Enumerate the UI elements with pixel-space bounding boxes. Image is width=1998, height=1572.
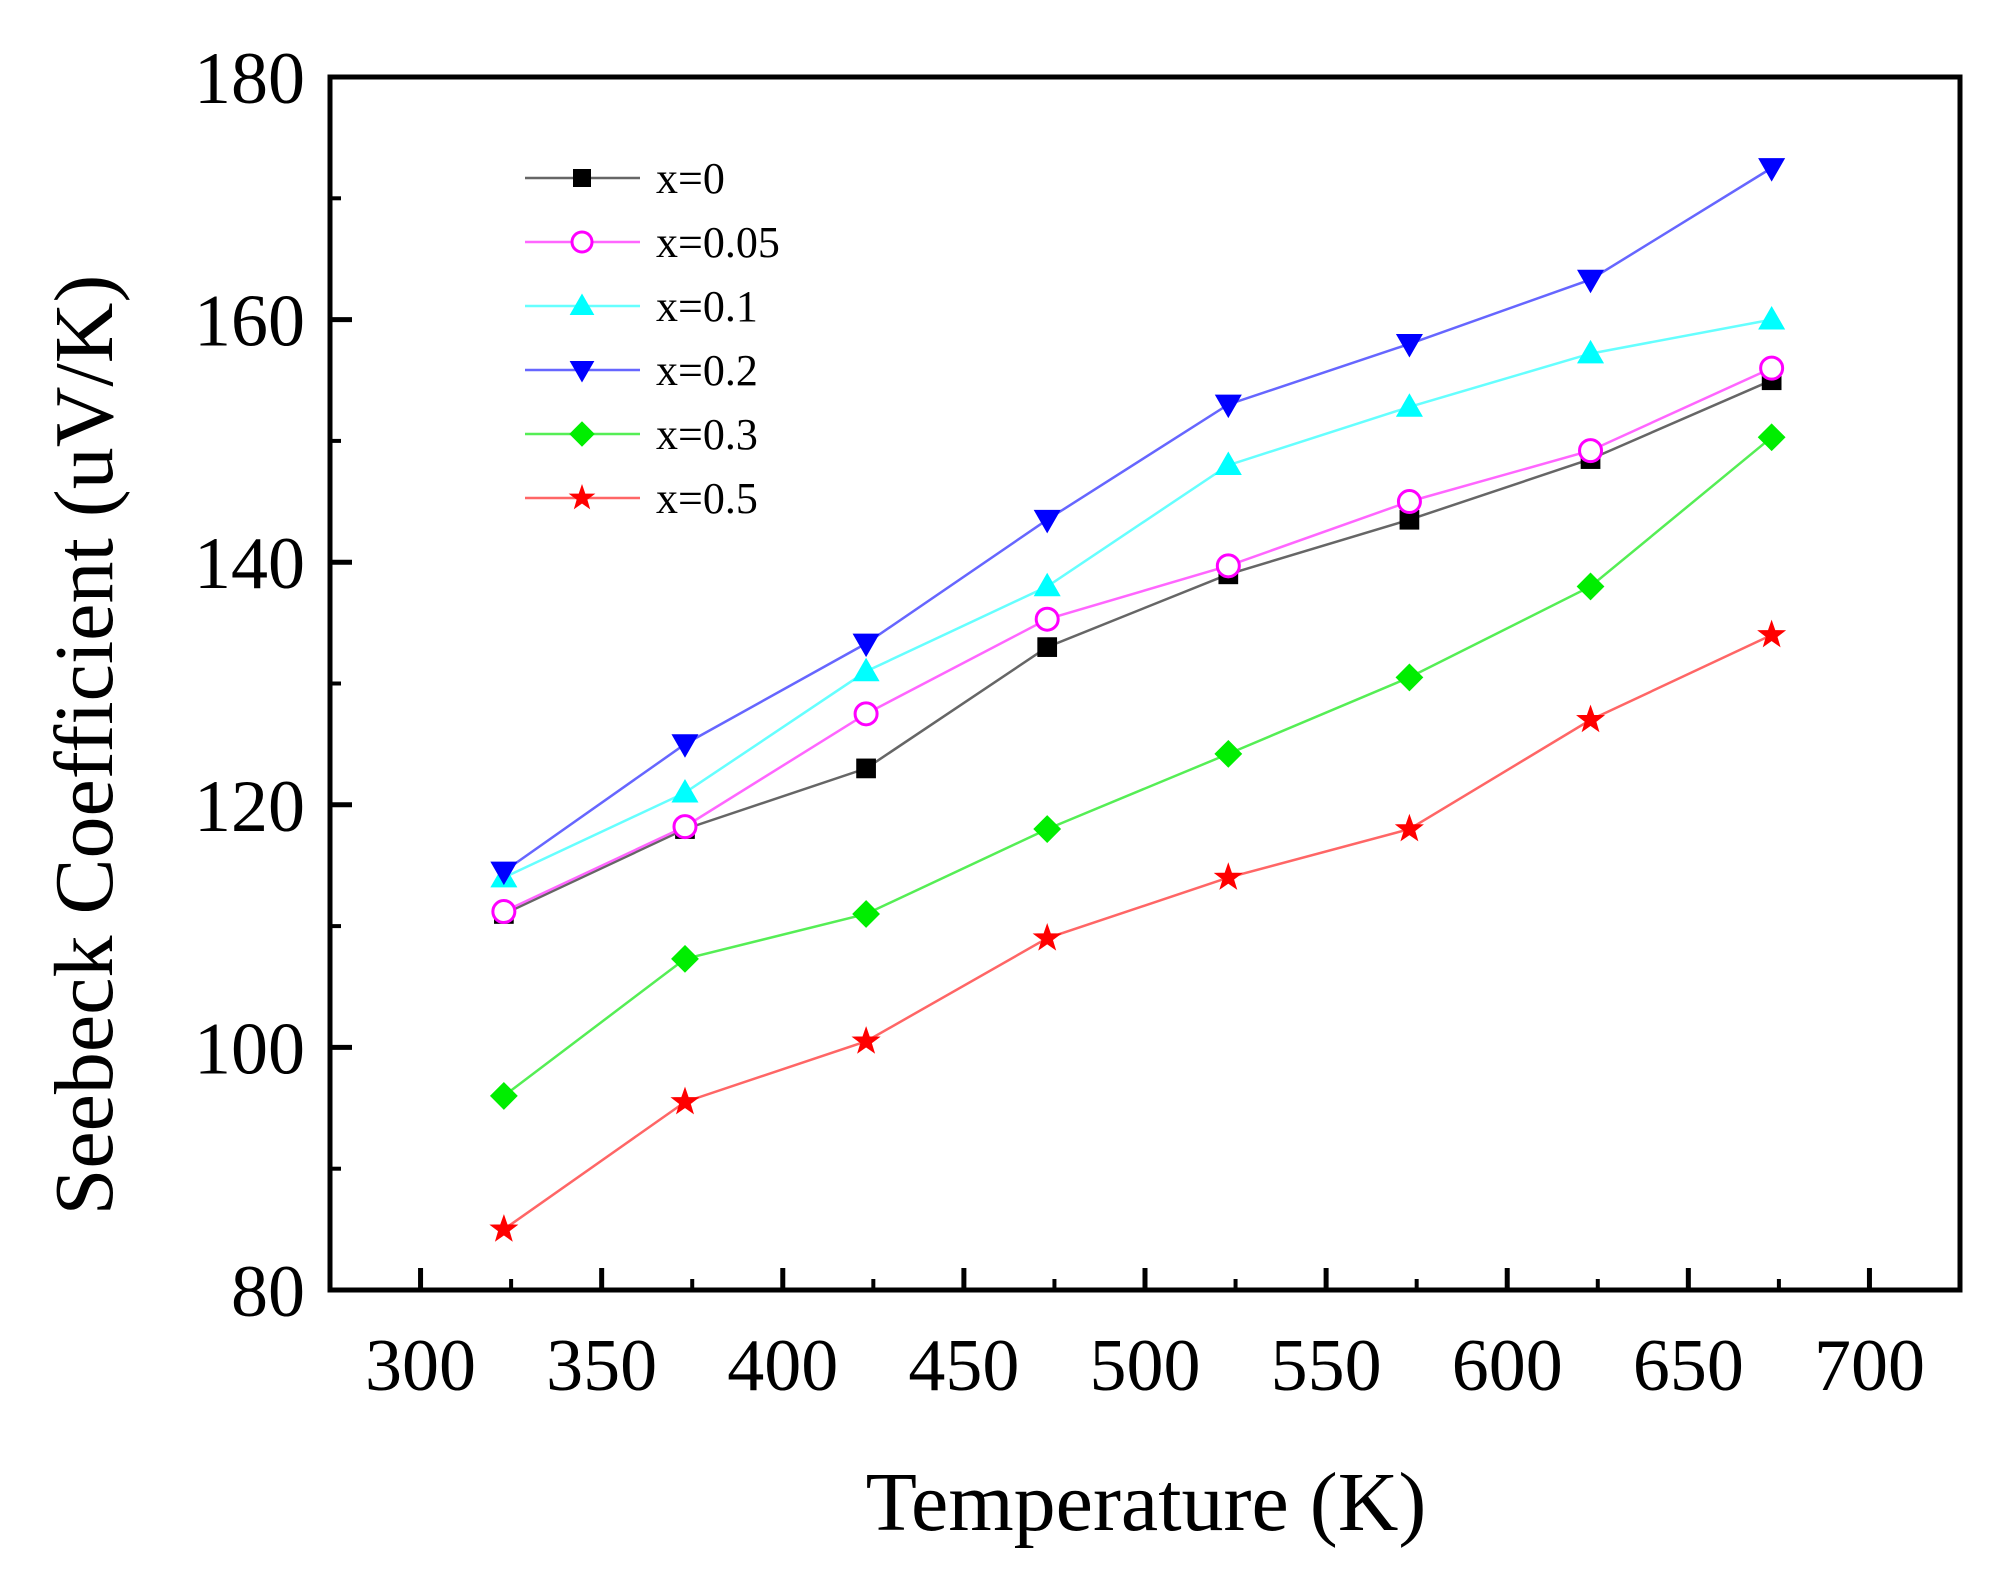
- data-point-s5-1: [670, 1086, 700, 1115]
- data-point-s4-4: [1214, 739, 1243, 768]
- series-lines: [503, 166, 1773, 1231]
- x-tick-label-0: 300: [365, 1325, 476, 1407]
- data-point-s1-3: [1034, 606, 1060, 632]
- series-line-1: [503, 366, 1773, 913]
- data-point-s2-7: [1758, 305, 1786, 330]
- data-point-s2-4: [1214, 451, 1242, 476]
- data-point-s2-5: [1395, 393, 1423, 417]
- data-point-s3-2: [852, 633, 880, 658]
- series-line-2: [503, 318, 1772, 879]
- data-point-s2-1: [671, 779, 699, 803]
- data-point-s1-0: [491, 899, 517, 925]
- x-tick-label-6: 600: [1452, 1325, 1563, 1407]
- data-point-s3-3: [1033, 509, 1061, 534]
- legend-marker-1: [570, 230, 594, 254]
- series-line-5: [503, 633, 1773, 1231]
- data-point-s5-2: [851, 1026, 881, 1054]
- axes: [327, 74, 1963, 1293]
- data-point-s4-0: [489, 1082, 518, 1110]
- data-point-s3-1: [671, 734, 699, 758]
- data-point-s5-3: [1032, 922, 1062, 951]
- legend-marker-3: [569, 361, 595, 383]
- data-point-s4-3: [1033, 815, 1062, 843]
- data-point-s1-7: [1759, 355, 1785, 381]
- y-axis-title: Seebeck Coefficient (uV/K): [38, 275, 131, 1216]
- data-point-s2-2: [852, 657, 880, 682]
- y-tick-label-3: 140: [194, 523, 305, 605]
- x-tick-label-7: 650: [1633, 1325, 1744, 1407]
- legend-label-4: x=0.3: [656, 410, 758, 459]
- plot-frame: [327, 74, 1963, 1293]
- y-tick-label-0: 80: [231, 1251, 305, 1333]
- data-point-s2-3: [1033, 572, 1061, 597]
- x-tick-label-4: 500: [1090, 1325, 1201, 1407]
- data-point-s0-2: [856, 758, 876, 779]
- data-point-s1-4: [1215, 553, 1241, 579]
- y-tick-label-2: 120: [194, 766, 305, 848]
- legend-label-0: x=0: [656, 154, 725, 203]
- tick-labels: 300 350 400 450 500 550 600 650 700 80 100 120 140 16…: [194, 38, 1925, 1407]
- data-point-s3-7: [1758, 158, 1786, 182]
- legend-label-1: x=0.05: [656, 218, 780, 267]
- data-point-s4-7: [1757, 423, 1786, 452]
- y-tick-label-4: 160: [194, 281, 305, 363]
- data-point-s1-5: [1396, 489, 1422, 515]
- data-point-s4-1: [671, 944, 699, 973]
- x-axis-title: Temperature (K): [866, 1456, 1427, 1549]
- data-point-s1-2: [853, 701, 879, 727]
- data-point-s0-3: [1037, 637, 1058, 657]
- legend-label-5: x=0.5: [656, 474, 758, 523]
- data-point-s5-0: [489, 1214, 519, 1242]
- legend: x=0 x=0.05 x=0.1 x=0.2 x=0.3 x=0.5: [525, 154, 780, 523]
- y-tick-label-1: 100: [194, 1008, 305, 1090]
- data-point-s3-6: [1577, 269, 1605, 294]
- x-tick-label-8: 700: [1814, 1325, 1925, 1407]
- data-point-s4-6: [1576, 572, 1605, 601]
- data-point-s5-4: [1213, 862, 1243, 890]
- data-point-s2-6: [1577, 339, 1605, 364]
- legend-marker-4: [569, 421, 595, 447]
- data-point-s4-5: [1395, 663, 1424, 692]
- data-point-s5-7: [1757, 619, 1787, 648]
- legend-label-2: x=0.1: [656, 282, 758, 331]
- legend-label-3: x=0.2: [656, 346, 758, 395]
- data-point-s3-5: [1395, 334, 1423, 358]
- series-markers: [489, 158, 1787, 1242]
- series-line-0: [503, 379, 1773, 916]
- data-point-s1-1: [672, 814, 698, 840]
- x-tick-label-2: 400: [727, 1325, 838, 1407]
- data-point-s5-6: [1576, 704, 1606, 733]
- x-tick-label-3: 450: [908, 1325, 1019, 1407]
- legend-marker-2: [569, 293, 595, 315]
- x-tick-label-1: 350: [546, 1325, 657, 1407]
- tick-marks: [330, 74, 1872, 1293]
- legend-marker-0: [573, 169, 591, 187]
- series-line-4: [503, 436, 1773, 1097]
- data-point-s3-0: [490, 861, 518, 886]
- data-point-s3-4: [1214, 394, 1242, 419]
- x-tick-label-5: 550: [1271, 1325, 1382, 1407]
- data-point-s4-2: [852, 900, 880, 928]
- series-line-3: [503, 166, 1773, 873]
- y-tick-label-5: 180: [194, 38, 305, 120]
- data-point-s5-5: [1394, 813, 1424, 842]
- data-point-s1-6: [1578, 438, 1604, 464]
- legend-marker-5: [568, 483, 596, 510]
